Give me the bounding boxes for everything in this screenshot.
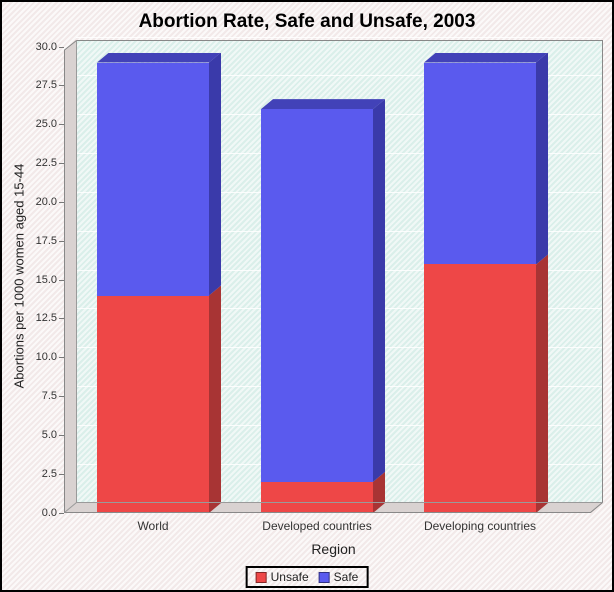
bar-side-unsafe (536, 254, 548, 513)
bar-top-safe (97, 53, 221, 63)
y-tick-mark (59, 474, 64, 475)
bar-top-safe (261, 99, 385, 109)
category-label: Developing countries (423, 519, 537, 533)
legend-item-safe: Safe (318, 570, 359, 584)
y-tick-label: 20.0 (35, 196, 57, 208)
y-tick-label: 30.0 (35, 41, 57, 53)
bar-segment-unsafe (424, 264, 536, 513)
y-tick-mark (59, 85, 64, 86)
category-label: Developed countries (262, 519, 372, 533)
legend-label: Unsafe (270, 570, 309, 584)
y-tick-mark (59, 163, 64, 164)
y-tick-label: 2.5 (41, 468, 57, 480)
bar-side-safe (536, 53, 548, 265)
y-tick-label: 5.0 (41, 429, 57, 441)
y-tick-mark (59, 396, 64, 397)
y-tick-mark (59, 241, 64, 242)
y-tick-mark (59, 357, 64, 358)
legend-swatch-icon (318, 571, 330, 583)
bar-side-safe (209, 53, 221, 296)
y-tick-label: 17.5 (35, 235, 57, 247)
bar-side-safe (373, 99, 385, 482)
bar-segment-safe (97, 62, 209, 296)
y-tick-mark (59, 202, 64, 203)
bar-segment-unsafe (261, 481, 373, 513)
y-tick-mark (59, 513, 64, 514)
y-tick-label: 7.5 (41, 390, 57, 402)
bar-top-safe (424, 53, 548, 63)
y-tick-label: 25.0 (35, 118, 57, 130)
category-label: World (137, 519, 169, 533)
y-tick-label: 27.5 (35, 79, 57, 91)
y-tick-mark (59, 124, 64, 125)
legend-item-unsafe: Unsafe (255, 570, 309, 584)
y-tick-label: 0.0 (41, 507, 57, 519)
bar-segment-unsafe (97, 295, 209, 513)
y-tick-label: 10.0 (35, 351, 57, 363)
chart-title: Abortion Rate, Safe and Unsafe, 2003 (138, 11, 476, 32)
y-axis-title: Abortions per 1000 women aged 15-44 (11, 163, 27, 389)
legend: Unsafe Safe (245, 566, 369, 588)
y-tick-label: 22.5 (35, 157, 57, 169)
bar-side-unsafe (209, 286, 221, 513)
plot-left-wall (64, 40, 76, 513)
x-axis-title: Region (311, 541, 356, 557)
bar-segment-safe (424, 62, 536, 265)
legend-swatch-icon (255, 571, 267, 583)
y-tick-mark (59, 435, 64, 436)
legend-label: Safe (333, 570, 359, 584)
y-tick-mark (59, 47, 64, 48)
gridline (76, 37, 603, 38)
y-tick-mark (59, 280, 64, 281)
bar-segment-safe (261, 109, 373, 482)
y-tick-label: 12.5 (35, 312, 57, 324)
y-tick-mark (59, 318, 64, 319)
y-tick-label: 15.0 (35, 274, 57, 286)
